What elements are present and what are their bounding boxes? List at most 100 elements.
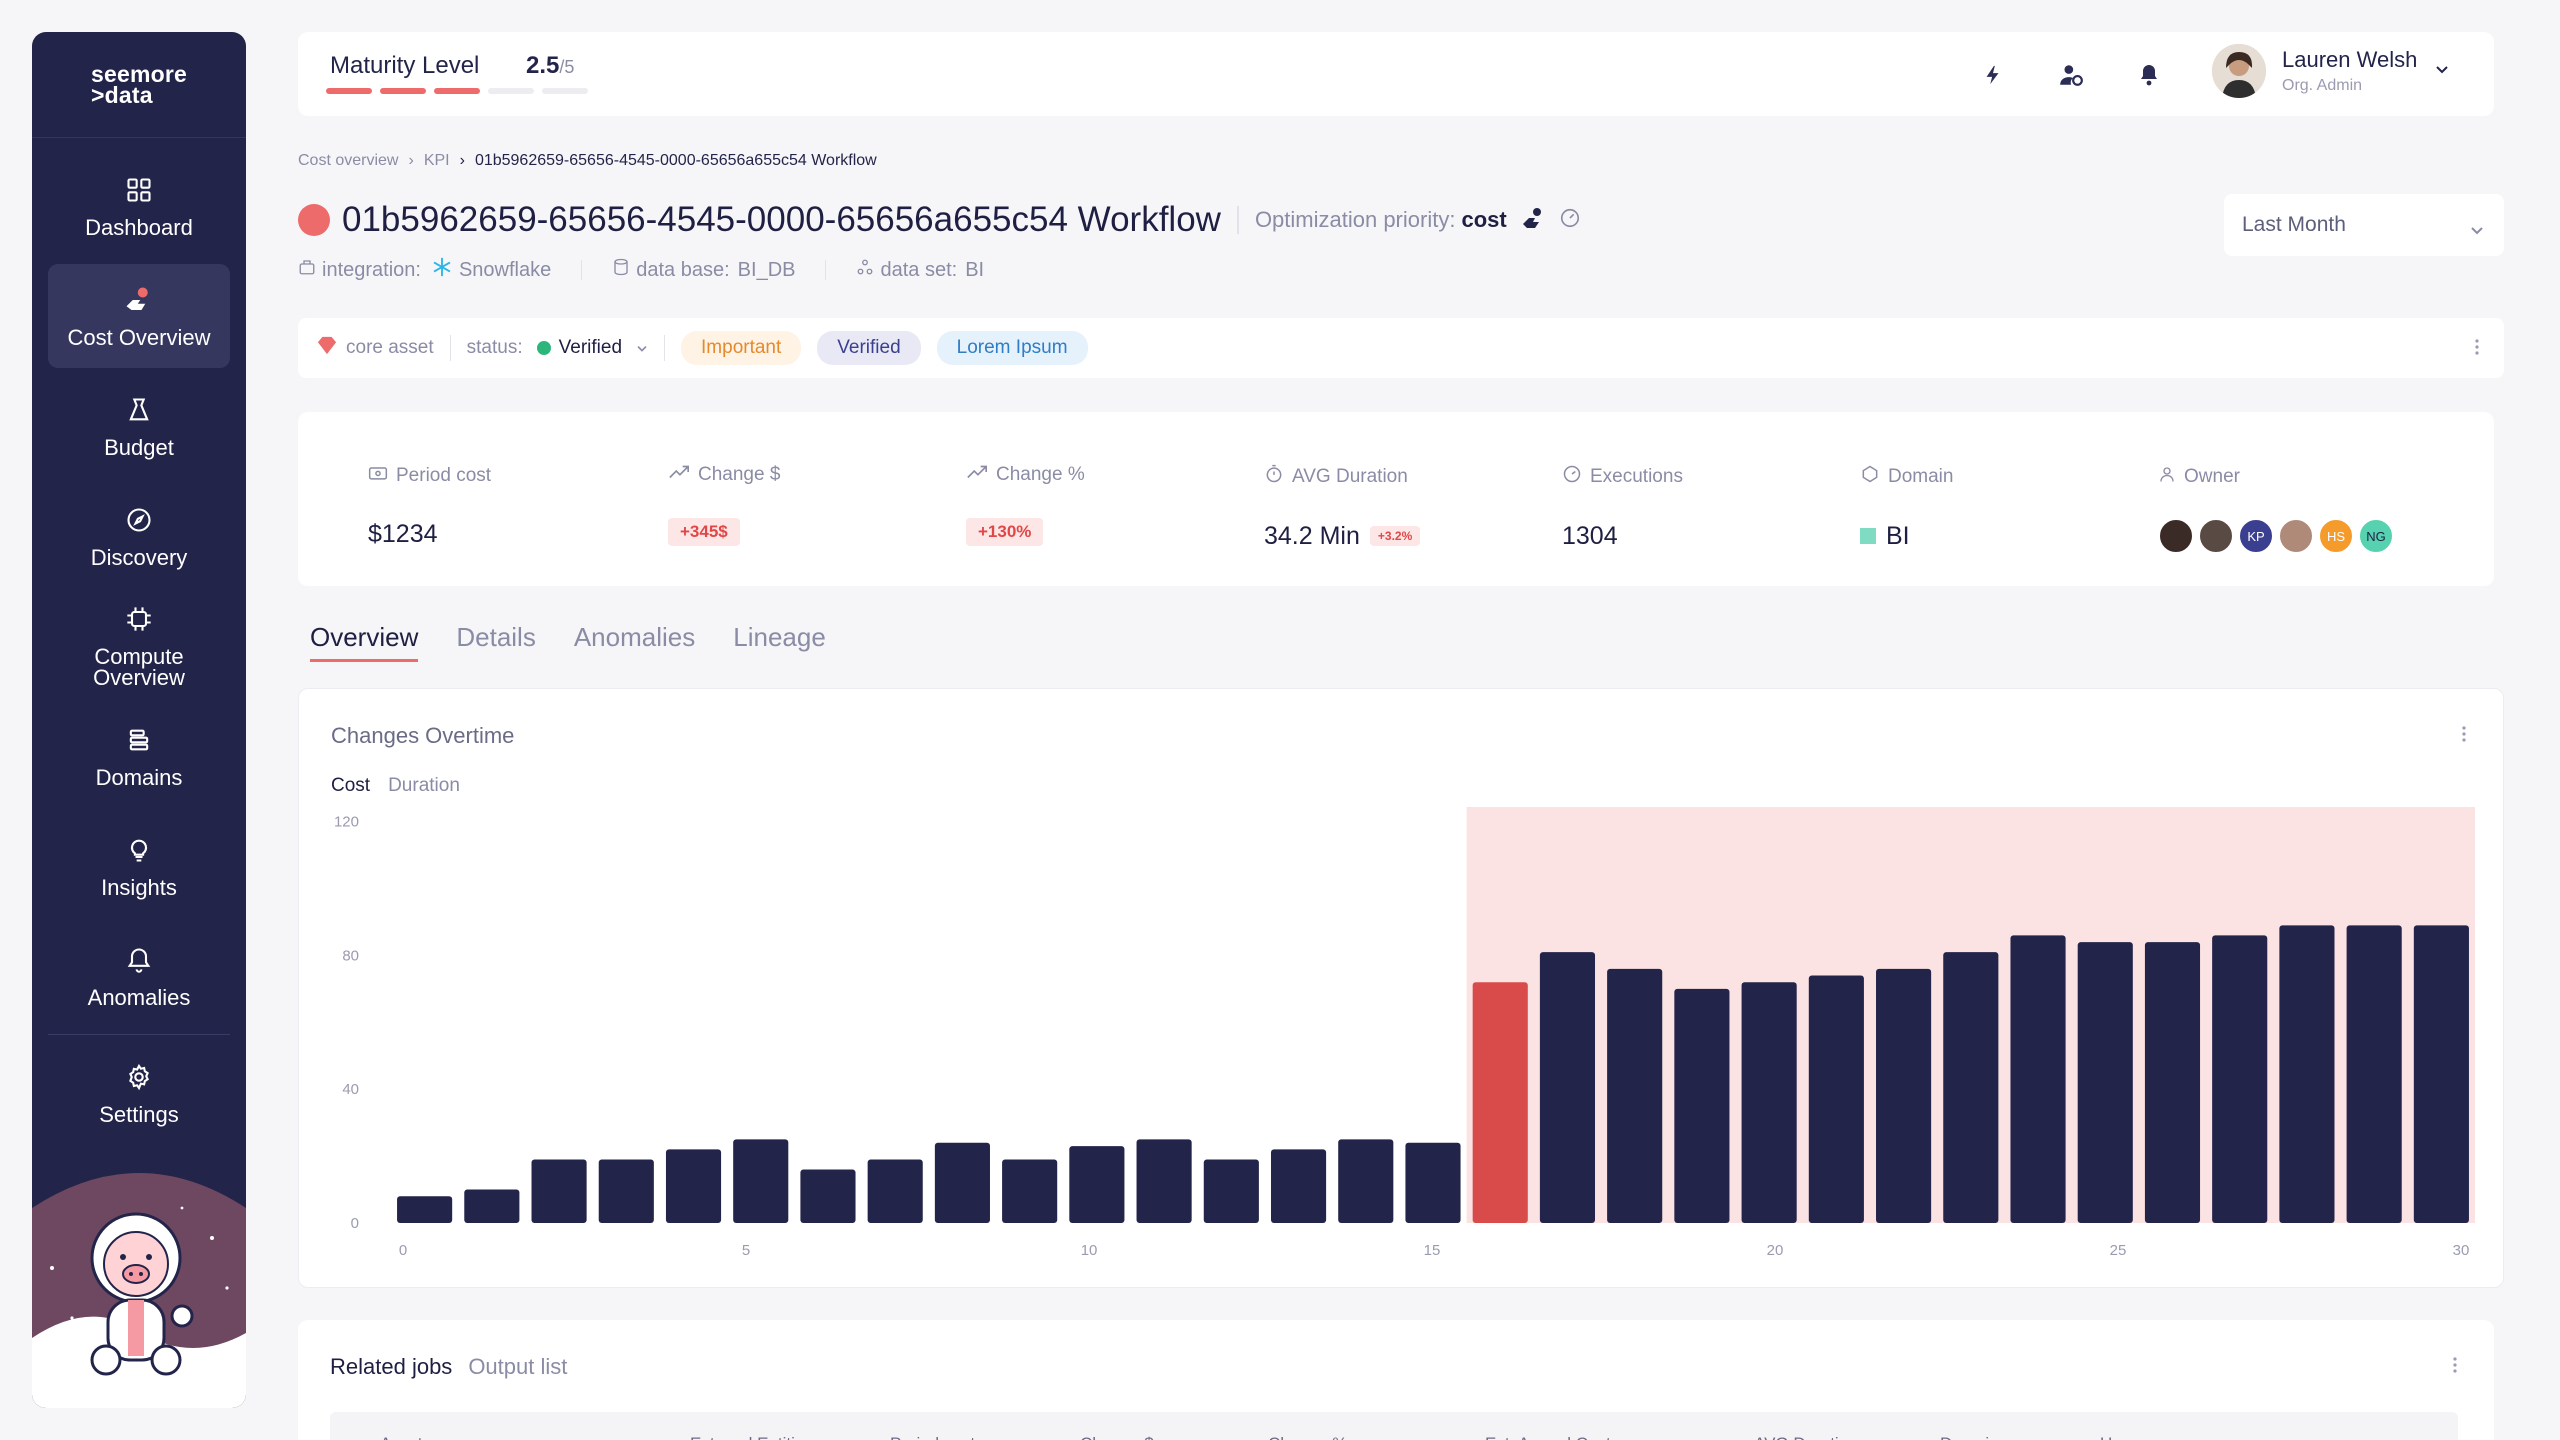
tab-overview[interactable]: Overview [310,622,419,662]
chart-bar[interactable] [1405,1142,1461,1223]
chart-bar[interactable] [2144,942,2201,1223]
tab-related-jobs[interactable]: Related jobs [330,1354,453,1379]
period-select[interactable]: Last Month [2224,194,2504,256]
tag-chip-important[interactable]: Important [681,331,802,365]
chart-bar[interactable] [598,1159,654,1223]
chart-bar[interactable] [1943,952,1999,1223]
column-header[interactable]: AVG Duration [1754,1434,1858,1440]
sidebar-item-anomalies[interactable]: Anomalies [48,924,230,1028]
toggle-cost[interactable]: Cost [331,775,371,796]
chart-bar[interactable] [1674,988,1730,1223]
tab-details[interactable]: Details [456,622,536,652]
column-header[interactable]: Est. Annual Cost [1485,1434,1611,1440]
chart-bar[interactable] [867,1159,923,1223]
avatar [2212,44,2266,98]
status-dropdown[interactable]: Verified [558,337,623,358]
chart-bar[interactable] [1808,975,1864,1223]
column-header[interactable]: Domain [1940,1434,1999,1440]
tag-chip-lorem-ipsum[interactable]: Lorem Ipsum [936,331,1088,365]
tab-lineage[interactable]: Lineage [733,622,826,652]
meta-divider [825,260,827,280]
chevron-down-icon [2470,218,2484,242]
column-header[interactable]: Change % [1268,1434,1347,1440]
chart-title: Changes Overtime [331,723,515,748]
sidebar-item-compute-overview[interactable]: Compute Overview [48,594,230,698]
chevron-right-icon: › [408,152,414,169]
chart-bar[interactable] [1270,1149,1327,1223]
user-settings-icon[interactable] [2056,60,2086,90]
chart-bar[interactable] [2346,925,2402,1223]
chart-bar[interactable] [1069,1146,1125,1223]
tab-output-list[interactable]: Output list [468,1354,568,1379]
chart-bar[interactable] [2077,942,2133,1223]
chart-bar[interactable] [1741,982,1797,1223]
sidebar-item-discovery[interactable]: Discovery [48,484,230,588]
gear-icon [124,1062,154,1092]
sidebar-item-budget[interactable]: Budget [48,374,230,478]
column-header[interactable]: External Entities [690,1434,813,1440]
chart-bar[interactable] [1539,952,1596,1223]
chart-bar[interactable] [1002,1159,1058,1223]
kpi-label: Executions [1590,466,1683,487]
more-vertical-icon[interactable] [2461,725,2467,748]
column-header[interactable]: Period cost [890,1434,975,1440]
kpi-value: 34.2 Min [1264,521,1360,550]
gauge-icon[interactable] [1559,207,1581,234]
column-header[interactable]: User [2100,1434,2136,1440]
asset-meta: integration: Snowflake data base: BI_DB … [298,256,984,284]
avatar: NG [2358,518,2394,554]
lightning-icon[interactable] [1978,60,2008,90]
table-header: Asset External Entities Period cost Change … [330,1412,2458,1440]
toggle-duration[interactable]: Duration [388,775,460,796]
chip-icon [124,604,154,634]
chart-bar[interactable] [1338,1139,1394,1223]
tag-chip-verified[interactable]: Verified [817,331,921,365]
sidebar-item-cost-overview[interactable]: Cost Overview [48,264,230,368]
column-header[interactable]: Change $ [1080,1434,1154,1440]
chart-bar[interactable] [1876,968,1932,1223]
breadcrumb-kpi[interactable]: KPI [423,152,450,169]
chart-bar[interactable] [934,1142,990,1223]
chart-bar[interactable] [1607,968,1663,1223]
sidebar-item-settings[interactable]: Settings [48,1045,230,1141]
chart-bar[interactable] [2010,935,2066,1223]
tab-anomalies[interactable]: Anomalies [573,622,696,652]
column-header[interactable]: Asset [380,1434,423,1440]
chart-bar[interactable] [800,1169,856,1223]
maturity-segment [542,88,588,94]
more-vertical-icon[interactable] [2474,338,2480,362]
sidebar-item-label: Compute Overview [93,644,185,690]
bell-icon[interactable] [2134,60,2164,90]
avatar: KP [2238,518,2274,554]
chart-bar[interactable] [2212,935,2268,1223]
breadcrumb-cost-overview[interactable]: Cost overview [298,152,399,169]
chart-bar[interactable] [531,1159,587,1223]
chart-bar[interactable] [1136,1139,1192,1223]
chart-bar[interactable] [665,1149,722,1223]
chart-card: 0 40 80 120 0 5 10 15 20 25 30 Changes Overtime Co… [298,688,2504,1288]
stack-icon [124,725,154,755]
chart-bar[interactable] [1472,982,1528,1223]
chart-bar[interactable] [464,1189,520,1223]
user-menu[interactable]: Lauren Welsh Org. Admin [2212,44,2449,98]
domain-icon [1860,464,1880,490]
more-vertical-icon[interactable] [2452,1356,2458,1379]
chart-bar[interactable] [397,1196,453,1223]
chart-bar[interactable] [2279,925,2335,1223]
chart-bar[interactable] [733,1139,789,1223]
sidebar-item-label: Insights [101,874,177,900]
page-title: 01b5962659-65656-4545-0000-65656a655c54 … [342,200,1221,239]
period-select-value: Last Month [2242,213,2346,236]
sidebar-item-insights[interactable]: Insights [48,814,230,918]
sidebar-item-dashboard[interactable]: Dashboard [48,154,230,258]
trend-up-icon [668,464,690,486]
y-tick-label: 80 [342,947,359,964]
brand-logo[interactable]: seemore >data [32,32,246,138]
chart-bar[interactable] [1203,1159,1259,1223]
chart-bar[interactable] [2413,925,2469,1223]
owner-avatars[interactable]: KP HS NG [2158,518,2394,554]
brand-line2: >data [90,81,153,108]
sidebar-item-domains[interactable]: Domains [48,704,230,808]
y-tick-label: 120 [334,814,359,831]
chevron-down-icon[interactable] [636,337,648,359]
